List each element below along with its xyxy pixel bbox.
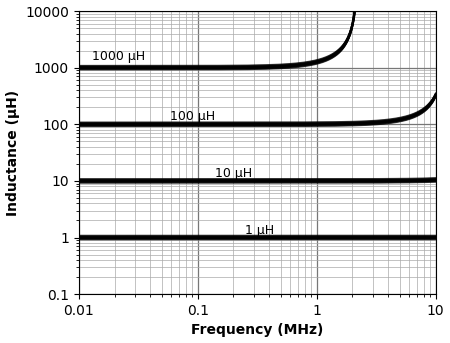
Text: 1 μH: 1 μH — [245, 224, 274, 237]
Text: 10 μH: 10 μH — [215, 167, 252, 180]
Text: 1000 μH: 1000 μH — [92, 50, 145, 63]
Y-axis label: Inductance (μH): Inductance (μH) — [5, 90, 19, 216]
Text: 100 μH: 100 μH — [170, 109, 215, 122]
X-axis label: Frequency (MHz): Frequency (MHz) — [191, 323, 324, 338]
